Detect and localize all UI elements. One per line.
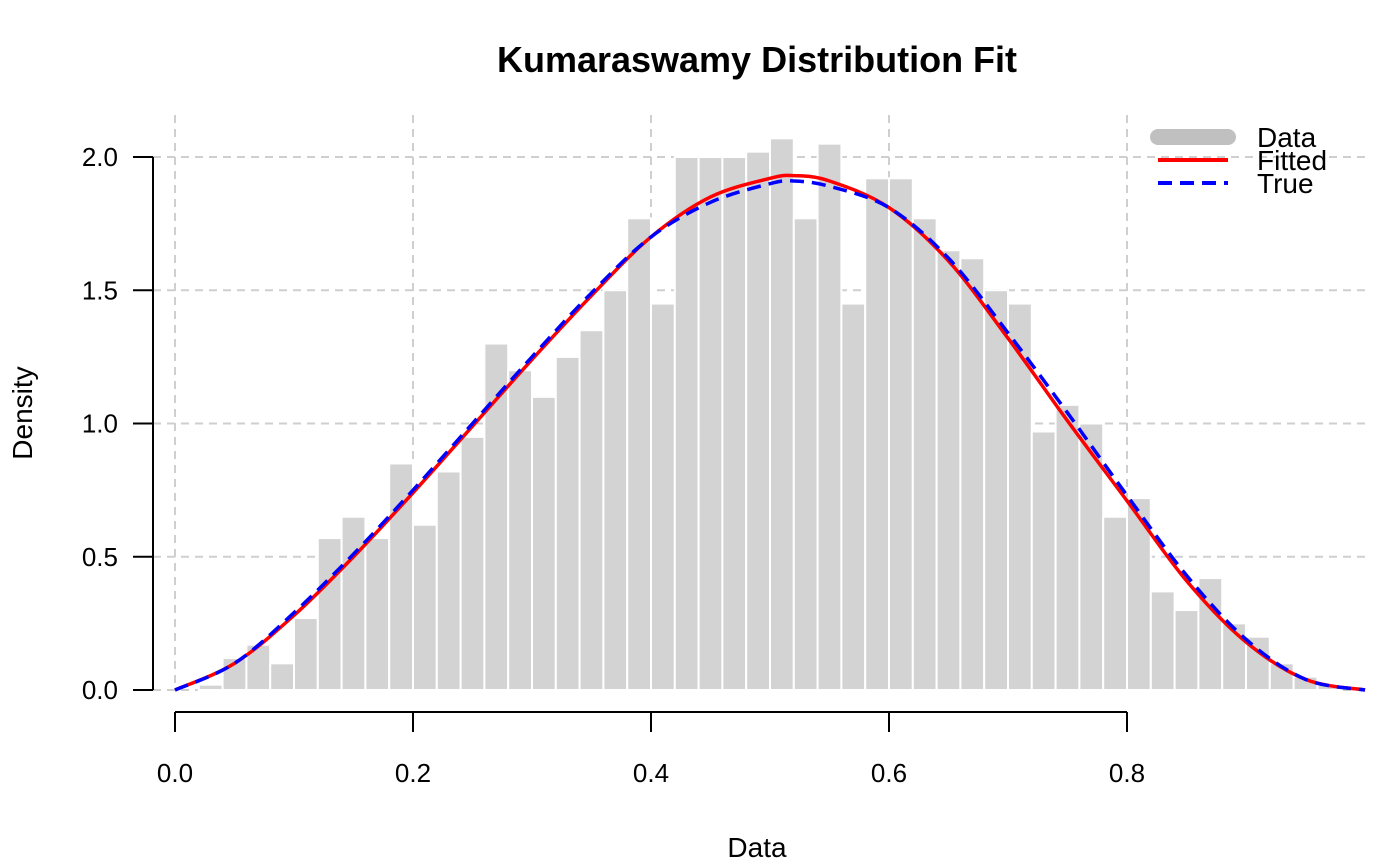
histogram-bar [602, 289, 629, 691]
histogram-bar [650, 302, 676, 691]
x-tick-label: 0.0 [157, 758, 193, 788]
histogram-bar [888, 177, 914, 691]
histogram-bars [197, 137, 1343, 692]
x-axis-label: Data [727, 832, 787, 863]
histogram-bar [745, 150, 772, 692]
x-tick-label: 0.6 [871, 758, 907, 788]
histogram-bar [983, 289, 1010, 691]
histogram-bar [673, 156, 700, 691]
histogram-bar [316, 537, 343, 691]
legend-label-fitted: Fitted [1257, 145, 1327, 176]
histogram-bar [364, 537, 391, 691]
histogram-bar [340, 515, 367, 692]
histogram-bar [721, 156, 748, 691]
axes: 0.0 0.5 1.0 1.5 2.0 0.0 0.2 0.4 0.6 0.8 [82, 142, 1145, 788]
histogram-bar [1030, 430, 1057, 691]
y-tick-label: 2.0 [82, 142, 118, 172]
y-tick-label: 0.5 [82, 542, 118, 572]
histogram-bar [1149, 590, 1176, 692]
histogram-bar [1102, 515, 1128, 692]
y-tick-label: 1.0 [82, 409, 118, 439]
histogram-bar [554, 355, 581, 691]
histogram-bar [1173, 609, 1200, 691]
histogram-bar [578, 329, 605, 691]
histogram-bar [531, 395, 557, 691]
histogram-bar [840, 302, 867, 691]
x-tick-label: 0.8 [1109, 758, 1145, 788]
histogram-bar [293, 617, 319, 691]
y-tick-label: 1.5 [82, 275, 118, 305]
chart-title: Kumaraswamy Distribution Fit [497, 39, 1017, 80]
histogram-bar [459, 435, 486, 692]
histogram-bar [507, 369, 534, 691]
series-line-true [174, 178, 1366, 692]
histogram-bar [816, 142, 843, 692]
histogram-bar [626, 217, 653, 691]
histogram-bar [935, 249, 962, 691]
density-lines [174, 173, 1366, 692]
x-tick-label: 0.4 [633, 758, 669, 788]
legend-label-data: Data [1257, 122, 1317, 153]
y-axis-label: Density [7, 366, 38, 459]
histogram-bar [769, 137, 795, 692]
histogram-bar [792, 217, 819, 691]
histogram-bar [697, 156, 724, 691]
histogram-bar [412, 523, 438, 692]
histogram-bar [435, 470, 462, 691]
x-tick-label: 0.2 [395, 758, 431, 788]
histogram-bar [864, 177, 891, 691]
y-tick-label: 0.0 [82, 675, 118, 705]
histogram-bar [911, 217, 938, 691]
series-line-fitted [174, 173, 1366, 692]
histogram-bar [1054, 403, 1081, 691]
legend-label-true: True [1257, 168, 1314, 199]
histogram-bar [197, 683, 224, 691]
histogram-bar [269, 662, 296, 691]
histogram-bar [959, 257, 986, 691]
